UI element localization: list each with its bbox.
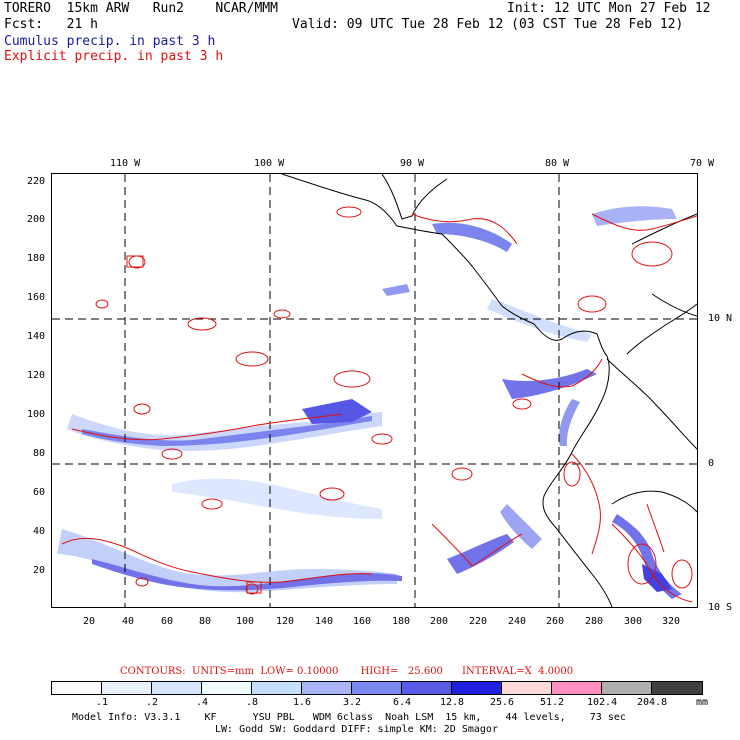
colorbar-label: .8 — [246, 697, 259, 708]
x-tick: 260 — [546, 616, 565, 627]
valid-time: Valid: 09 UTC Tue 28 Feb 12 (03 CST Tue … — [292, 17, 684, 32]
lon-label-90w: 90 W — [400, 158, 425, 169]
x-tick: 40 — [122, 616, 135, 627]
lon-label-80w: 80 W — [545, 158, 570, 169]
y-tick: 20 — [33, 565, 46, 576]
y-tick: 40 — [33, 526, 46, 537]
physics-info: LW: Godd SW: Goddard DIFF: simple KM: 2D… — [215, 724, 498, 735]
x-tick: 140 — [315, 616, 334, 627]
y-tick: 140 — [27, 331, 46, 342]
colorbar-label: 6.4 — [393, 697, 412, 708]
colorbar-label: .1 — [96, 697, 109, 708]
x-tick: 100 — [236, 616, 255, 627]
lat-lon-grid — [52, 174, 697, 607]
x-tick: 160 — [353, 616, 372, 627]
colorbar-swatch — [502, 682, 552, 694]
x-tick: 20 — [83, 616, 96, 627]
colorbar-label: 3.2 — [343, 697, 362, 708]
colorbar-label: .2 — [146, 697, 159, 708]
colorbar-swatch — [152, 682, 202, 694]
x-tick: 220 — [469, 616, 488, 627]
colorbar-label: 204.8 — [637, 697, 668, 708]
lon-label-70w: 70 W — [690, 158, 715, 169]
x-tick: 240 — [508, 616, 527, 627]
colorbar-unit: mm — [696, 697, 709, 708]
y-tick: 160 — [27, 292, 46, 303]
x-tick: 180 — [392, 616, 411, 627]
y-tick: 180 — [27, 253, 46, 264]
lat-label-10s: 10 S — [708, 602, 733, 613]
model-info: Model Info: V3.3.1 KF YSU PBL WDM 6class… — [72, 712, 626, 723]
colorbar-label: 51.2 — [540, 697, 565, 708]
x-tick: 120 — [276, 616, 295, 627]
x-tick: 300 — [624, 616, 643, 627]
model-title: TORERO 15km ARW Run2 NCAR/MMM — [4, 1, 278, 16]
y-tick: 100 — [27, 409, 46, 420]
colorbar-swatch — [402, 682, 452, 694]
x-tick: 80 — [199, 616, 212, 627]
lon-label-110w: 110 W — [110, 158, 141, 169]
forecast-hour: Fcst: 21 h — [4, 17, 98, 32]
y-tick: 200 — [27, 214, 46, 225]
y-tick: 80 — [33, 448, 46, 459]
precip-colorbar — [51, 681, 703, 695]
colorbar-swatch — [202, 682, 252, 694]
cumulus-shading — [57, 206, 682, 599]
coastline — [281, 174, 697, 607]
station-markers — [126, 255, 262, 594]
colorbar-label: 102.4 — [587, 697, 618, 708]
lon-label-100w: 100 W — [254, 158, 285, 169]
x-tick: 280 — [585, 616, 604, 627]
legend-cumulus: Cumulus precip. in past 3 h — [4, 34, 216, 49]
init-time: Init: 12 UTC Mon 27 Feb 12 — [507, 1, 711, 16]
x-tick: 60 — [161, 616, 174, 627]
precip-map — [51, 173, 698, 608]
x-tick: 200 — [430, 616, 449, 627]
y-tick: 60 — [33, 487, 46, 498]
colorbar-swatch — [552, 682, 602, 694]
legend-explicit: Explicit precip. in past 3 h — [4, 49, 224, 64]
colorbar-label: .4 — [196, 697, 209, 708]
y-tick: 220 — [27, 176, 46, 187]
colorbar-label: 25.6 — [490, 697, 515, 708]
colorbar-swatch — [602, 682, 652, 694]
y-tick: 120 — [27, 370, 46, 381]
colorbar-swatch — [452, 682, 502, 694]
map-svg — [52, 174, 697, 607]
colorbar-label: 1.6 — [293, 697, 312, 708]
colorbar-swatch — [102, 682, 152, 694]
contour-info: CONTOURS: UNITS=mm LOW= 0.10000 HIGH= 25… — [120, 666, 574, 677]
colorbar-label: 12.8 — [440, 697, 465, 708]
lat-label-0: 0 — [708, 458, 715, 469]
colorbar-swatch — [302, 682, 352, 694]
explicit-contours — [61, 206, 697, 603]
colorbar-swatch — [252, 682, 302, 694]
colorbar-swatch — [52, 682, 102, 694]
colorbar-swatch — [352, 682, 402, 694]
x-tick: 320 — [662, 616, 681, 627]
lat-label-10n: 10 N — [708, 313, 733, 324]
colorbar-swatch — [652, 682, 702, 694]
